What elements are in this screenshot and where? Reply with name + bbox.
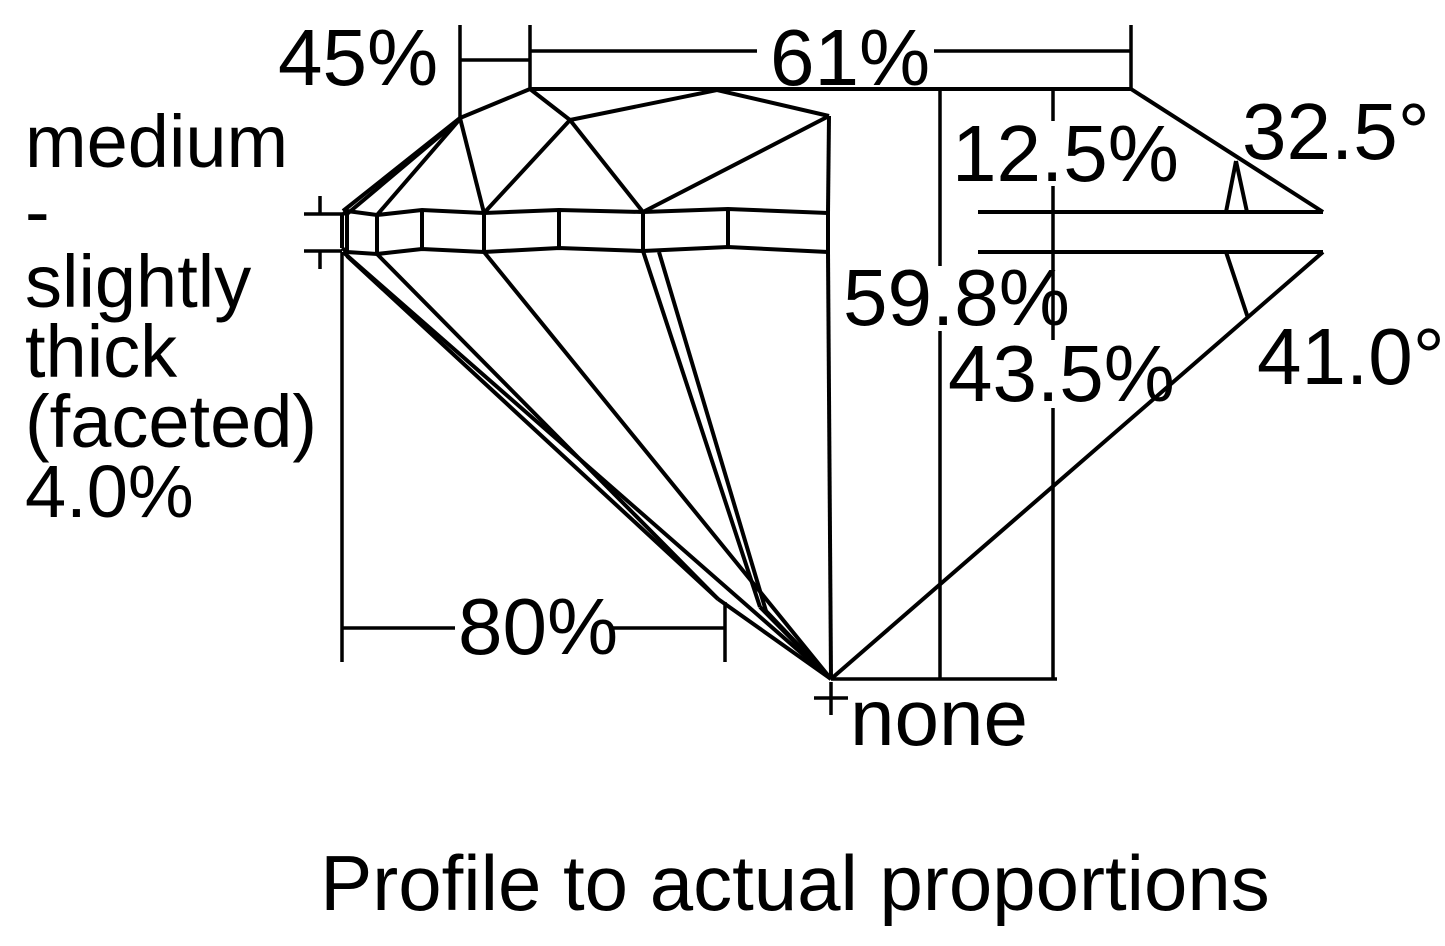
star-length-label: 45% xyxy=(278,13,438,102)
pavilion-main-edge xyxy=(482,250,833,681)
dimension-lines xyxy=(304,25,1133,715)
girdle-label-line-3: slightly xyxy=(25,240,251,323)
culet-label: none xyxy=(850,673,1028,762)
diagram-caption: Profile to actual proportions xyxy=(320,839,1270,927)
crown-angle-slope xyxy=(1129,87,1325,214)
crown-facets xyxy=(341,87,1131,217)
pavilion-facets xyxy=(341,250,833,681)
culet-cross-mark xyxy=(814,682,848,715)
girdle-label-line-4: thick xyxy=(25,310,178,393)
crown-angle-label: 32.5° xyxy=(1242,87,1430,176)
girdle-label-line-2: - xyxy=(25,170,50,253)
girdle-bottom-edge xyxy=(340,244,829,257)
pavilion-steep-edge-1 xyxy=(641,250,762,608)
lower-girdle-merge-3 xyxy=(764,609,833,681)
girdle-label-line-5: (faceted) xyxy=(25,380,317,463)
pavilion-center-edge xyxy=(826,251,833,680)
lower-half-label: 80% xyxy=(458,582,618,671)
lower-girdle-sliver-1 xyxy=(345,254,720,601)
pavilion-angle-label: 41.0° xyxy=(1257,312,1445,401)
pavilion-depth-label: 43.5% xyxy=(948,329,1175,418)
star-facet-edge-1 xyxy=(458,117,486,214)
table-label: 61% xyxy=(770,13,930,102)
lower-girdle-merge-1 xyxy=(716,597,833,681)
lower-girdle-facet-line xyxy=(1224,251,1250,319)
girdle-description-label: medium - slightly thick (faceted) 4.0% xyxy=(25,100,317,533)
pavilion-angle-slope xyxy=(829,250,1325,681)
upper-girdle-facet-line-b xyxy=(1234,160,1249,213)
right-angle-schematic xyxy=(829,87,1325,681)
bezel-facet-edge-3 xyxy=(642,114,830,214)
total-depth-label: 59.8% xyxy=(843,253,1070,342)
crown-center-edge xyxy=(826,115,831,214)
lower-girdle-sliver-2 xyxy=(375,252,720,601)
crown-sliver-line-1 xyxy=(345,117,462,216)
crown-sliver-line-2 xyxy=(375,117,462,217)
girdle-top-edge xyxy=(340,206,829,218)
upper-girdle-facet-line-a xyxy=(1224,160,1238,213)
bezel-facet-edge-2 xyxy=(569,87,830,122)
girdle-label-line-1: medium xyxy=(25,100,288,183)
pavilion-steep-edge-2 xyxy=(657,251,768,612)
star-facet-edge-2 xyxy=(482,87,573,215)
girdle-band xyxy=(340,206,830,257)
girdle-thickness-ticks xyxy=(304,196,342,269)
girdle-label-line-6: 4.0% xyxy=(25,450,194,533)
bezel-facet-edge-1 xyxy=(568,118,645,214)
crown-height-label: 12.5% xyxy=(952,109,1179,198)
